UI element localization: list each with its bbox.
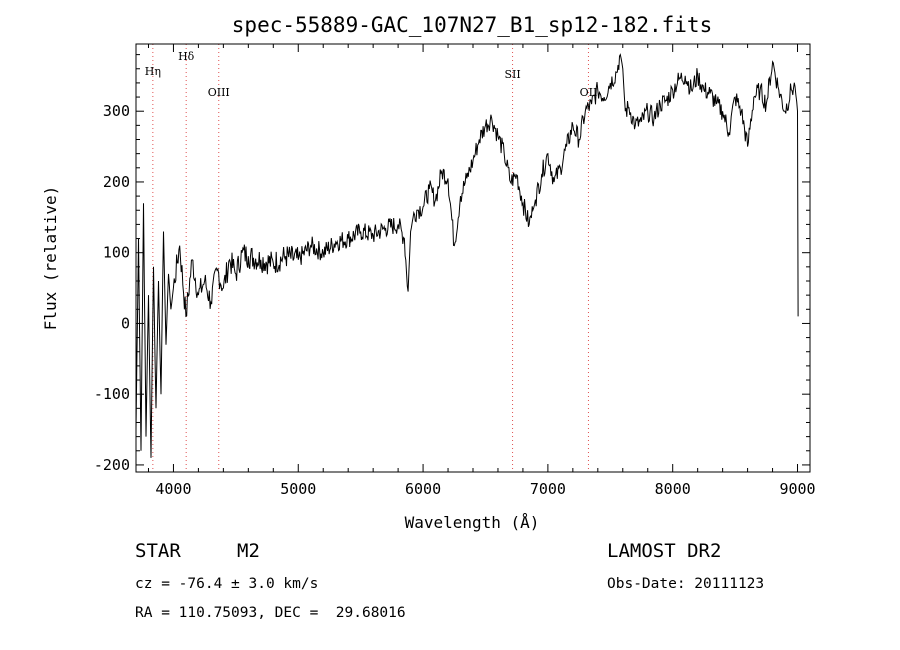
survey-name: LAMOST DR2	[607, 540, 722, 562]
y-tick-label: -100	[94, 385, 130, 403]
x-tick-label: 7000	[530, 480, 566, 498]
y-tick-label: 200	[103, 173, 130, 191]
plot-frame	[135, 43, 811, 473]
coordinates: RA = 110.75093, DEC = 29.68016	[135, 605, 406, 621]
x-tick-label: 4000	[155, 480, 191, 498]
redshift-velocity: cz = -76.4 ± 3.0 km/s	[135, 576, 319, 592]
spectrum-line	[136, 53, 799, 458]
observation-date: Obs-Date: 20111123	[607, 576, 765, 592]
spectral-line-label: Hδ	[178, 50, 195, 63]
chart-title: spec-55889-GAC_107N27_B1_sp12-182.fits	[232, 13, 712, 37]
spectral-line-label: OIII	[208, 86, 230, 99]
object-class: STAR	[135, 540, 181, 562]
x-axis-label: Wavelength (Å)	[405, 513, 540, 532]
x-tick-label: 9000	[779, 480, 815, 498]
y-tick-label: 100	[103, 244, 130, 262]
object-subclass: M2	[237, 540, 260, 562]
x-tick-label: 6000	[405, 480, 441, 498]
x-tick-label: 5000	[280, 480, 316, 498]
x-tick-label: 8000	[655, 480, 691, 498]
y-tick-label: 0	[121, 314, 130, 332]
spectral-line-label: SII	[504, 68, 520, 81]
y-axis-label: Flux (relative)	[41, 186, 60, 331]
y-tick-label: 300	[103, 102, 130, 120]
spectral-line-label: Hη	[145, 65, 161, 78]
y-tick-label: -200	[94, 456, 130, 474]
